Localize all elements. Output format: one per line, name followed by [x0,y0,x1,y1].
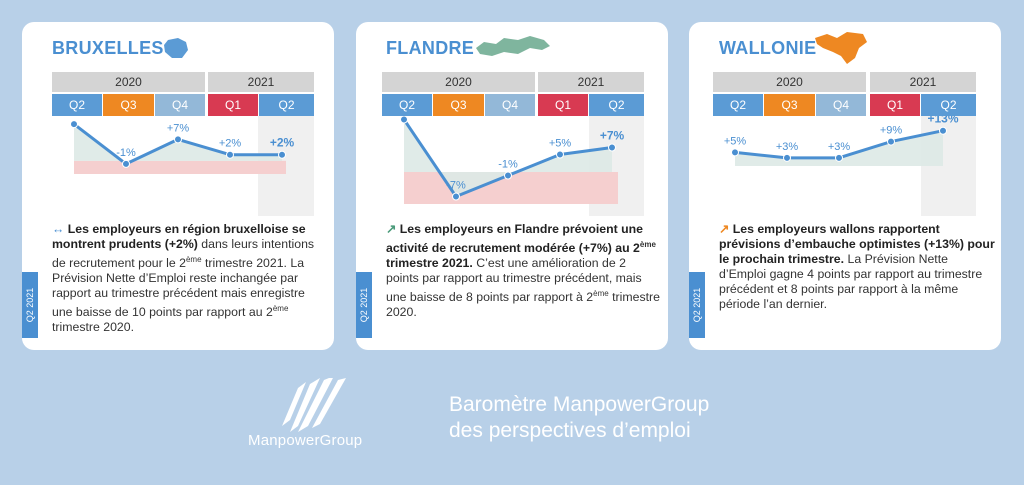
data-point [400,116,408,124]
data-point [556,150,564,159]
up-arrow-icon: ↗ [386,222,397,236]
period-tab: Q2 2021 [689,272,705,338]
data-point [731,148,739,157]
quarter-q2-2021: Q2 [589,94,644,116]
region-title: WALLONIE [719,38,817,58]
headline: Les employeurs wallons rapportent prévis… [719,222,995,266]
period-tab: Q2 2021 [22,272,38,338]
data-point [122,159,130,168]
quarter-q1-2021: Q1 [208,94,258,116]
card-bruxelles: BRUXELLES 2020 2021 Q2 Q3 Q4 Q1 Q2 +12% -… [22,22,334,350]
brand-name: ManpowerGroup [248,432,363,449]
data-label: -1% [498,159,518,171]
quarter-q4-2020: Q4 [816,94,866,116]
quarter-q3-2020: Q3 [433,94,484,116]
flandre-line-chart: +15%-7%-1%+5%+7% [400,116,644,216]
year-2020: 2020 [382,72,535,92]
wallonie-map-icon [815,32,867,64]
year-2020: 2020 [52,72,205,92]
year-2021: 2021 [870,72,976,92]
data-point [608,143,616,152]
quarter-q2-2020: Q2 [382,94,432,116]
data-point [70,120,78,129]
data-point [278,150,286,159]
data-label: -7% [446,180,466,192]
description: ↗ Les employeurs wallons rapportent prév… [719,222,995,311]
description: ↗ Les employeurs en Flandre prévoient un… [386,222,660,320]
quarter-q4-2020: Q4 [485,94,535,116]
negative-zone [74,160,286,174]
data-label: +2% [270,136,295,150]
bruxelles-map-icon [164,38,188,58]
data-label: +5% [724,135,747,147]
data-point [835,153,843,162]
data-label: +2% [219,138,242,150]
data-label: +9% [880,125,903,137]
data-point [452,192,460,201]
region-title: BRUXELLES [52,38,164,58]
data-label: +12% [60,116,89,119]
data-label: +3% [776,141,799,153]
data-point [939,126,947,135]
area-fill [74,124,282,164]
data-point [226,150,234,159]
data-label: -1% [116,147,136,159]
data-label: +7% [167,122,190,134]
card-flandre: FLANDRE 2020 2021 Q2 Q3 Q4 Q1 Q2 +15%-7%… [356,22,668,350]
data-label: +7% [600,129,625,143]
quarter-q1-2021: Q1 [538,94,588,116]
data-point [504,171,512,180]
quarter-q2-2020: Q2 [713,94,763,116]
quarter-q3-2020: Q3 [764,94,815,116]
data-point [887,137,895,146]
area-fill [735,130,943,166]
headline: Les employeurs en région bruxelloise se … [52,222,306,251]
year-2021: 2021 [538,72,644,92]
description: ↔ Les employeurs en région bruxelloise s… [52,222,315,335]
quarter-q3-2020: Q3 [103,94,154,116]
stable-arrow-icon: ↔ [52,222,65,236]
quarter-q2-2020: Q2 [52,94,102,116]
data-label: +13% [927,116,958,126]
bruxelles-line-chart: +12% -1% +7% +2% +2% [60,116,314,216]
year-2020: 2020 [713,72,866,92]
area-fill [404,119,612,197]
data-point [174,135,182,144]
region-title: FLANDRE [386,38,475,58]
headline: Les employeurs en Flandre prévoient une … [386,222,644,256]
quarter-q1-2021: Q1 [870,94,920,116]
wallonie-line-chart: +5% +3% +3% +9% +13% [724,116,976,216]
card-wallonie: WALLONIE 2020 2021 Q2 Q3 Q4 Q1 Q2 +5% +3%… [689,22,1001,350]
up-arrow-icon: ↗ [719,222,730,236]
flandre-map-icon [476,36,550,56]
manpower-logo-icon [282,378,346,432]
quarter-q2-2021: Q2 [921,94,976,116]
quarter-q4-2020: Q4 [155,94,205,116]
year-2021: 2021 [208,72,314,92]
footer-title: Baromètre ManpowerGroup des perspectives… [449,393,710,442]
data-point [783,153,791,162]
data-label: +5% [549,138,572,150]
period-tab: Q2 2021 [356,272,372,338]
data-label: +3% [828,141,851,153]
quarter-q2-2021: Q2 [259,94,314,116]
